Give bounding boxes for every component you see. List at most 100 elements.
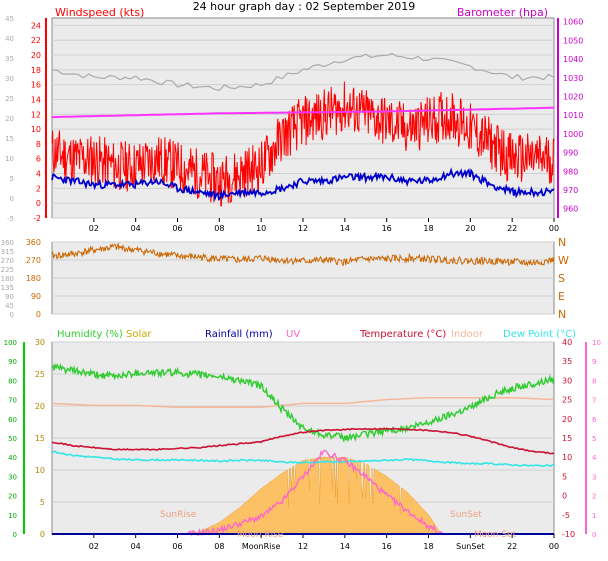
uv-tick-label: 2: [592, 493, 596, 501]
temp-x-tick-labels: 02 04 06 08 MoonRise 12 14 16 18 SunSet 22 00: [89, 534, 559, 551]
legend-entry: Humidity (%): [57, 329, 123, 340]
wdir-outer-tick-label: 0: [10, 311, 14, 319]
temperature-tick-label: -5: [562, 511, 570, 520]
baro-tick-label: 1040: [563, 55, 583, 64]
wind-tick-label: 20: [31, 51, 41, 60]
wind-outer-tick-label: 0: [10, 195, 14, 203]
temp-x-tick-label: 04: [131, 542, 141, 551]
temp-x-tick-label: SunSet: [456, 542, 484, 551]
solar-tick-label: 25: [35, 370, 45, 379]
wind-tick-label: 2: [36, 184, 41, 193]
wdir-compass-label: N: [558, 236, 566, 249]
humidity-tick-label: 10: [8, 512, 17, 520]
wind-tick-label: -2: [33, 214, 41, 223]
temperature-tick-label: 20: [562, 415, 572, 424]
temperature-legend: Humidity (%) Solar Rainfall (mm) UV Temperat…: [57, 329, 576, 340]
wind-series: [51, 52, 555, 207]
wind-tick-label: 18: [31, 66, 41, 75]
humidity-tick-label: 0: [13, 531, 17, 539]
humidity-tick-label: 40: [8, 454, 17, 462]
baro-tick-label: 1030: [563, 74, 583, 83]
temp-x-tick-label: 18: [423, 542, 433, 551]
humidity-tick-label: 60: [8, 416, 17, 424]
wdir-tick-label: 0: [36, 310, 41, 319]
wind-outer-tick-label: 10: [5, 155, 14, 163]
temperature-tick-label: 35: [562, 357, 572, 366]
temp-x-tick-label: 06: [172, 542, 182, 551]
solar-area: [183, 456, 442, 535]
wind-avg-line: [51, 167, 555, 202]
wdir-outer-tick-label: 315: [1, 248, 14, 256]
temperature-tick-label: 15: [562, 434, 572, 443]
solar-tick-label: 10: [35, 466, 45, 475]
wind-x-tick-label: 02: [89, 224, 99, 233]
wdir-tick-label: 270: [26, 256, 41, 265]
baro-alt-line: [51, 52, 555, 91]
temp-x-tick-label: 02: [89, 542, 99, 551]
wind-tick-label: 4: [36, 170, 41, 179]
wind-outer-tick-label: 30: [5, 75, 14, 83]
sunrise-annotation: SunRise: [160, 510, 197, 520]
sun-moon-annotations: SunRise SunSet Moon Rise Moon Set: [160, 510, 517, 540]
temperature-tick-label: 40: [562, 338, 572, 347]
humidity-tick-label: 100: [4, 339, 17, 347]
temperature-tick-label: 5: [562, 472, 567, 481]
wdir-outer-tick-label: 45: [5, 302, 14, 310]
solar-tick-label: 30: [35, 338, 45, 347]
wind-tick-label: 16: [31, 81, 41, 90]
legend-entry: UV: [286, 329, 300, 340]
temp-x-tick-label: MoonRise: [242, 542, 281, 551]
wdir-outer-tick-label: 225: [1, 266, 14, 274]
wind-tick-label: 8: [36, 140, 41, 149]
uv-line: [187, 449, 443, 537]
humidity-tick-label: 80: [8, 377, 17, 385]
wind-tick-label: 10: [31, 125, 41, 134]
temperature-tick-label: 10: [562, 453, 572, 462]
wind-x-tick-labels: 02 04 06 08 10 12 14 16 18 20 22 00: [89, 218, 559, 233]
barometer-line: [51, 106, 555, 119]
wind-tick-label: 0: [36, 199, 41, 208]
temperature-tick-label: -10: [562, 530, 575, 539]
wdir-tick-label: 360: [26, 238, 41, 247]
temperature-series: [51, 362, 555, 537]
wind-tick-label: 14: [31, 95, 41, 104]
wdir-tick-label: 180: [26, 274, 41, 283]
dew-point-line: [51, 450, 554, 468]
temperature-tick-label: 25: [562, 396, 572, 405]
wdir-outer-tick-label: 90: [5, 293, 14, 301]
wind-x-tick-label: 06: [172, 224, 182, 233]
wind-outer-tick-label: 25: [5, 95, 14, 103]
baro-tick-label: 1060: [563, 18, 583, 27]
temp-x-tick-label: 00: [549, 542, 559, 551]
humidity-tick-label: 70: [8, 397, 17, 405]
legend-entry: Rainfall (mm): [205, 329, 273, 340]
wind-tick-label: 24: [31, 21, 41, 30]
uv-tick-label: 1: [592, 512, 596, 520]
uv-tick-label: 0: [592, 531, 596, 539]
temp-x-tick-label: 08: [214, 542, 224, 551]
temperature-tick-label: 0: [562, 492, 567, 501]
wind-tick-label: 12: [31, 110, 41, 119]
uv-tick-label: 8: [592, 377, 596, 385]
wind-x-tick-label: 14: [340, 224, 350, 233]
uv-tick-label: 7: [592, 397, 596, 405]
wind-x-tick-label: 00: [549, 224, 559, 233]
wdir-outer-tick-label: 135: [1, 284, 14, 292]
solar-tick-label: 20: [35, 402, 45, 411]
temp-x-tick-label: 12: [298, 542, 308, 551]
moonset-annotation: Moon Set: [474, 530, 517, 540]
baro-tick-label: 980: [563, 167, 578, 176]
wind-x-tick-label: 18: [423, 224, 433, 233]
legend-entry: Solar: [126, 329, 152, 340]
baro-tick-label: 970: [563, 186, 578, 195]
temperature-tick-labels: -10 -5 0 5 10 15 20 25 30 35 40: [562, 338, 575, 539]
wind-x-tick-label: 22: [507, 224, 517, 233]
wdir-tick-label: 90: [31, 292, 41, 301]
wind-x-tick-label: 04: [131, 224, 141, 233]
uv-tick-label: 10: [592, 339, 601, 347]
temperature-line: [51, 427, 555, 455]
humidity-line: [51, 362, 555, 443]
uv-tick-label: 9: [592, 358, 596, 366]
